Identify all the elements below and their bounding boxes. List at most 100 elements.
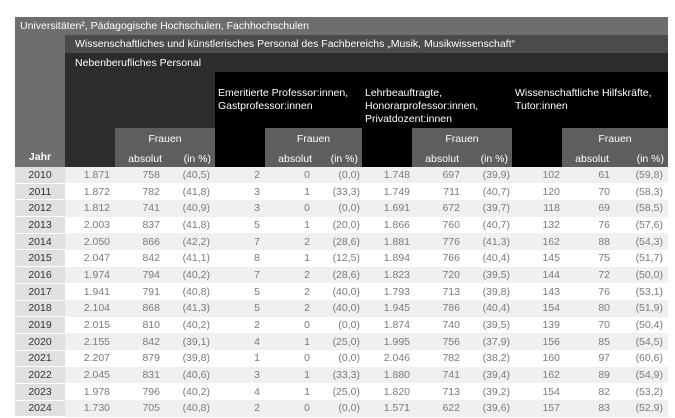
value-cell: 2.207 xyxy=(83,352,110,365)
value-cell: (40,2) xyxy=(182,385,210,398)
table-row: 2011 1.872 782 (41,8) 3 1 (33,3) 1.749 711 (40,7)… xyxy=(15,183,668,201)
table-row: 2021 2.207 879 (39,8) 1 0 (0,0) 2.046 782 (38,2) 1… xyxy=(15,350,668,368)
women-header-box xyxy=(115,128,215,167)
value-cell: 143 xyxy=(542,285,560,298)
value-cell: 2.047 xyxy=(83,252,110,265)
value-cell: 1.874 xyxy=(383,319,410,332)
value-cell: (0,0) xyxy=(315,199,365,217)
value-cell: (51,7) xyxy=(635,252,663,265)
value-cell: (58,3) xyxy=(635,185,663,198)
table-row: 2022 2.045 831 (40,6) 3 1 (33,3) 1.880 741 (39,4)… xyxy=(15,366,668,384)
value-cell: 776 xyxy=(415,233,465,250)
percent-label: (in %) xyxy=(480,153,508,165)
value-cell: 154 xyxy=(515,300,565,317)
year-cell: 2020 xyxy=(15,333,65,351)
value-cell: 1 xyxy=(304,218,310,231)
value-cell: 1.823 xyxy=(365,266,415,284)
value-cell: 80 xyxy=(565,300,615,317)
value-cell: (57,6) xyxy=(635,218,663,231)
women-label: Frauen xyxy=(148,133,182,145)
value-cell: (39,6) xyxy=(465,400,515,417)
data-table: 2010 1.871 758 (40,5) 2 0 (0,0) 1.748 697 (39,9) 1… xyxy=(15,167,668,418)
value-cell: 75 xyxy=(598,252,610,265)
value-cell: (39,7) xyxy=(465,199,515,217)
table-row: 2023 1.978 796 (40,2) 4 1 (25,0) 1.820 713 (39,2)… xyxy=(15,383,668,401)
group-label: Wissenschaftliche Hilfskräfte, Tutor:inn… xyxy=(515,87,652,112)
value-cell: 7 xyxy=(215,233,265,250)
value-cell: (40,2) xyxy=(182,319,210,332)
value-cell: (40,5) xyxy=(165,167,215,184)
value-cell: (39,9) xyxy=(465,167,515,184)
value-cell: (40,8) xyxy=(182,285,210,298)
value-cell: 83 xyxy=(565,400,615,417)
value-cell: 842 xyxy=(142,252,160,265)
value-cell: 2.050 xyxy=(65,233,115,250)
value-cell: 145 xyxy=(542,252,560,265)
value-cell: 160 xyxy=(542,352,560,365)
value-cell: (38,2) xyxy=(482,352,510,365)
value-cell: 1 xyxy=(304,185,310,198)
value-cell: 1.749 xyxy=(383,185,410,198)
value-cell: 76 xyxy=(598,285,610,298)
value-cell: 672 xyxy=(415,199,465,217)
value-cell: 760 xyxy=(442,218,460,231)
value-cell: (40,4) xyxy=(482,252,510,265)
year-cell: 2015 xyxy=(15,249,65,268)
value-cell: (25,0) xyxy=(315,333,365,351)
value-cell: 796 xyxy=(142,385,160,398)
value-cell: (0,0) xyxy=(315,167,365,184)
value-cell: (58,5) xyxy=(615,199,668,217)
value-cell: 102 xyxy=(515,167,565,184)
value-cell: 711 xyxy=(443,185,460,198)
value-cell: (20,0) xyxy=(332,218,360,231)
value-cell: 0 xyxy=(265,400,315,417)
value-cell: (54,9) xyxy=(615,366,668,384)
value-cell: (40,9) xyxy=(165,199,215,217)
value-cell: 2 xyxy=(215,400,265,417)
value-cell: 162 xyxy=(515,233,565,250)
year-cell: 2010 xyxy=(15,167,65,184)
value-cell: (41,3) xyxy=(165,300,215,317)
value-cell: 4 xyxy=(254,385,260,398)
value-cell: 1.974 xyxy=(65,266,115,284)
value-cell: (40,8) xyxy=(165,400,215,417)
value-cell: 1.978 xyxy=(83,385,110,398)
value-cell: 5 xyxy=(215,300,265,317)
year-cell: 2022 xyxy=(15,366,65,384)
absolute-label: absolut xyxy=(278,153,312,165)
year-cell: 2021 xyxy=(15,350,65,368)
value-cell: 154 xyxy=(542,385,560,398)
value-cell: 132 xyxy=(542,218,560,231)
value-cell: 1 xyxy=(265,366,315,384)
women-header-box xyxy=(412,128,512,167)
value-cell: (51,9) xyxy=(615,300,668,317)
value-cell: 2.155 xyxy=(65,333,115,351)
value-cell: 1.995 xyxy=(365,333,415,351)
women-header-box xyxy=(265,128,362,167)
year-cell: 2023 xyxy=(15,383,65,401)
value-cell: 3 xyxy=(215,366,265,384)
value-cell: 0 xyxy=(304,319,310,332)
value-cell: 2 xyxy=(215,167,265,184)
value-cell: 1.941 xyxy=(83,285,110,298)
value-cell: (53,2) xyxy=(635,385,663,398)
value-cell: 85 xyxy=(565,333,615,351)
value-cell: 697 xyxy=(415,167,465,184)
value-cell: 0 xyxy=(304,352,310,365)
table-row: 2015 2.047 842 (41,1) 8 1 (12,5) 1.894 766 (40,4)… xyxy=(15,249,668,268)
group-label: Lehrbeauftragte, Honorarprofessor:innen,… xyxy=(365,87,479,125)
value-cell: 740 xyxy=(442,319,460,332)
value-cell: 713 xyxy=(442,385,460,398)
women-label: Frauen xyxy=(296,133,331,145)
table-row: 2014 2.050 866 (42,2) 7 2 (28,6) 1.881 776 (41,3)… xyxy=(15,233,668,251)
value-cell: (39,8) xyxy=(482,285,510,298)
women-label: Frauen xyxy=(598,133,632,145)
year-cell: 2014 xyxy=(15,233,65,251)
value-cell: 1.894 xyxy=(383,252,410,265)
value-cell: (54,5) xyxy=(615,333,668,351)
value-cell: (60,6) xyxy=(635,352,663,365)
year-cell: 2013 xyxy=(15,216,65,234)
value-cell: (59,8) xyxy=(615,167,668,184)
women-header-box xyxy=(562,128,668,167)
header-level1: Universitäten², Pädagogische Hochschulen… xyxy=(15,17,668,35)
